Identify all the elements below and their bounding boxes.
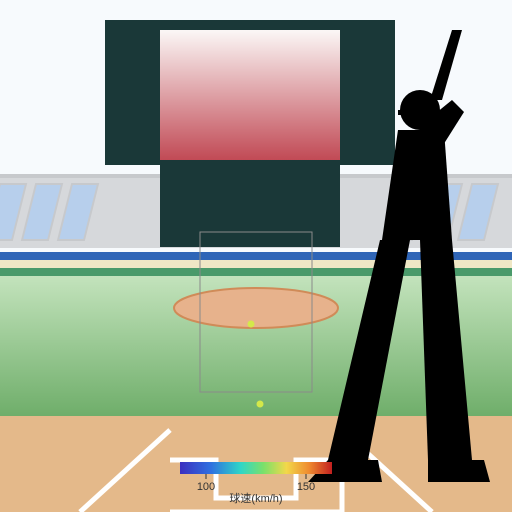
scoreboard-screen xyxy=(160,30,340,160)
pitchers-mound xyxy=(174,288,338,328)
legend-axis-label: 球速(km/h) xyxy=(229,491,282,505)
legend-tick-label: 100 xyxy=(197,481,215,493)
pitch-marker xyxy=(248,321,255,328)
scoreboard-lower xyxy=(160,165,340,247)
legend-gradient xyxy=(180,462,332,474)
pitch-marker xyxy=(257,401,264,408)
legend-tick-label: 150 xyxy=(297,481,315,493)
